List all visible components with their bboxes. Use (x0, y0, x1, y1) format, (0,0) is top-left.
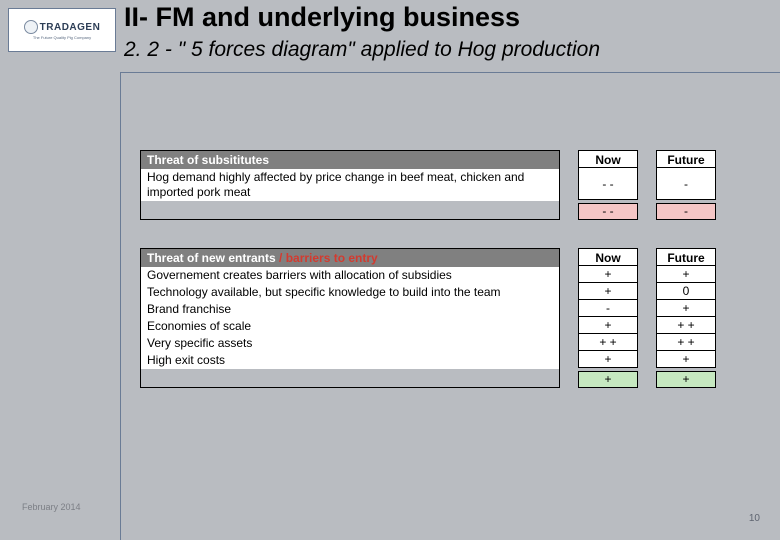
cell-now: - (578, 300, 638, 317)
header: TRADAGEN The Future Quality Pig Company … (0, 0, 780, 72)
cell-future: + (656, 266, 716, 283)
labels-column: Threat of subsititutes Hog demand highly… (140, 150, 560, 220)
cell-future: + + (656, 317, 716, 334)
table-row-wrap: Threat of new entrants / barriers to ent… (140, 248, 750, 388)
cell-future: + (656, 300, 716, 317)
table-header: Threat of new entrants / barriers to ent… (141, 249, 559, 267)
table-new-entrants: Threat of new entrants / barriers to ent… (140, 248, 750, 388)
cell-now: + (578, 266, 638, 283)
table-row-wrap: Threat of subsititutes Hog demand highly… (140, 150, 750, 220)
table-title: Threat of new entrants (147, 251, 276, 265)
now-column: Now - - - - (578, 150, 638, 220)
col-head-future: Future (656, 248, 716, 266)
table-title-extra: / barriers to entry (276, 251, 378, 265)
vertical-divider (120, 72, 121, 540)
logo-top: TRADAGEN (24, 20, 101, 34)
page-number: 10 (749, 513, 760, 524)
table-row-label: Brand franchise (141, 301, 559, 318)
cell-future: + + (656, 334, 716, 351)
table-substitutes: Threat of subsititutes Hog demand highly… (140, 150, 750, 220)
col-head-now: Now (578, 248, 638, 266)
table-row-label: Hog demand highly affected by price chan… (141, 169, 559, 201)
summary-now: + (578, 371, 638, 388)
table-row-label: Technology available, but specific knowl… (141, 284, 559, 301)
cell-future: + (656, 351, 716, 368)
col-head-now: Now (578, 150, 638, 168)
content: Threat of subsititutes Hog demand highly… (140, 150, 750, 416)
slide: TRADAGEN The Future Quality Pig Company … (0, 0, 780, 540)
horizontal-divider (120, 72, 780, 73)
labels-column: Threat of new entrants / barriers to ent… (140, 248, 560, 388)
logo-text: TRADAGEN (40, 22, 101, 33)
cell-now: - - (578, 168, 638, 200)
future-column: Future +0++ ++ ++ + (656, 248, 716, 388)
summary-future: + (656, 371, 716, 388)
logo-subtext: The Future Quality Pig Company (33, 35, 91, 40)
table-title: Threat of subsititutes (147, 153, 269, 167)
table-row-label: Governement creates barriers with alloca… (141, 267, 559, 284)
page-subtitle: 2. 2 - " 5 forces diagram" applied to Ho… (124, 38, 600, 62)
cell-future: 0 (656, 283, 716, 300)
summary-future: - (656, 203, 716, 220)
col-head-future: Future (656, 150, 716, 168)
table-header: Threat of subsititutes (141, 151, 559, 169)
cell-future: - (656, 168, 716, 200)
cell-now: + (578, 283, 638, 300)
now-column: Now ++-++ ++ + (578, 248, 638, 388)
footer-date: February 2014 (22, 502, 81, 512)
cell-now: + + (578, 334, 638, 351)
cell-now: + (578, 317, 638, 334)
logo: TRADAGEN The Future Quality Pig Company (8, 8, 116, 52)
table-row-label: High exit costs (141, 352, 559, 369)
summary-now: - - (578, 203, 638, 220)
page-title: II- FM and underlying business (124, 2, 520, 33)
table-row-label: Economies of scale (141, 318, 559, 335)
cell-now: + (578, 351, 638, 368)
future-column: Future - - (656, 150, 716, 220)
logo-icon (24, 20, 38, 34)
table-row-label: Very specific assets (141, 335, 559, 352)
